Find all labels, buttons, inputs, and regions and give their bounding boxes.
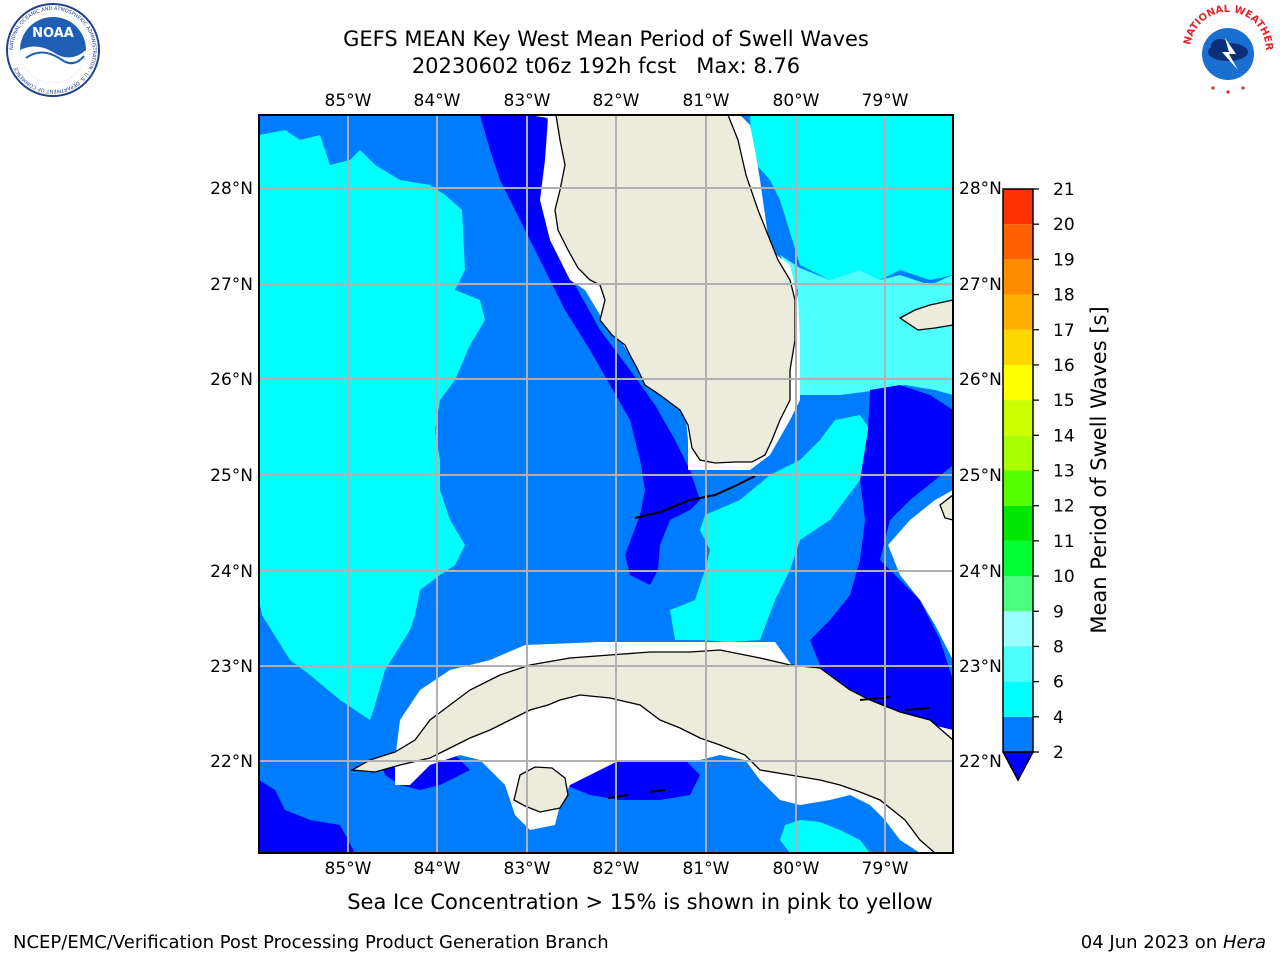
field-4-6s-ne: [750, 115, 953, 280]
lat-label-right: 27°N: [959, 275, 1002, 295]
land-keys: [634, 475, 756, 519]
lon-labels-bottom: 85°W 84°W 83°W 82°W 81°W 80°W 79°W: [325, 859, 909, 879]
producer-credit: NCEP/EMC/Verification Post Processing Pr…: [13, 932, 609, 953]
lon-label-bottom: 82°W: [593, 859, 640, 879]
nodata-bahamas: [888, 490, 953, 660]
field-4-6s-west: [259, 130, 485, 720]
lon-label-bottom: 81°W: [683, 859, 730, 879]
field-lt2s-east: [810, 385, 953, 730]
lon-label-bottom: 83°W: [504, 859, 551, 879]
chart-title-line1: GEFS MEAN Key West Mean Period of Swell …: [343, 27, 869, 51]
noaa-logo-text: NOAA: [32, 26, 74, 41]
map-gridlines: [259, 115, 953, 853]
lat-label-left: 28°N: [210, 179, 253, 199]
generation-host: Hera: [1222, 932, 1266, 953]
lon-label-top: 84°W: [414, 91, 461, 111]
lon-label-top: 82°W: [593, 91, 640, 111]
lon-label-top: 79°W: [862, 91, 909, 111]
lon-labels-top: 85°W 84°W 83°W 82°W 81°W 80°W 79°W: [325, 91, 909, 111]
lat-label-right: 22°N: [959, 752, 1002, 772]
field-4-6s-mid: [670, 415, 870, 642]
lat-labels-right: 28°N 27°N 26°N 25°N 24°N 23°N 22°N: [959, 179, 1002, 772]
lon-label-top: 85°W: [325, 91, 372, 111]
lat-label-right: 28°N: [959, 179, 1002, 199]
lat-label-left: 25°N: [210, 466, 253, 486]
lon-label-bottom: 79°W: [862, 859, 909, 879]
generation-credit: 04 Jun 2023 on Hera: [1081, 932, 1266, 953]
lat-label-right: 25°N: [959, 466, 1002, 486]
map-frame: [258, 114, 954, 854]
sea-ice-note: Sea Ice Concentration > 15% is shown in …: [347, 890, 933, 914]
lat-labels-left: 28°N 27°N 26°N 25°N 24°N 23°N 22°N: [210, 179, 253, 772]
chart-title-line2: 20230602 t06z 192h fcst Max: 8.76: [411, 54, 801, 78]
lat-label-left: 24°N: [210, 562, 253, 582]
lon-label-bottom: 80°W: [773, 859, 820, 879]
land-bahamas: [898, 299, 953, 331]
generation-date: 04 Jun 2023 on: [1080, 932, 1223, 953]
nws-logo: NATIONAL WEATHER SERVICE: [1178, 2, 1274, 95]
field-4-6s-se: [780, 820, 870, 853]
lat-label-left: 23°N: [210, 657, 253, 677]
field-lt2s-south: [259, 780, 355, 853]
lon-label-top: 83°W: [504, 91, 551, 111]
lat-label-right: 26°N: [959, 370, 1002, 390]
lat-label-left: 27°N: [210, 275, 253, 295]
field-lt2s-westcoast: [480, 115, 700, 585]
lon-label-bottom: 85°W: [325, 859, 372, 879]
lat-label-left: 26°N: [210, 370, 253, 390]
lon-label-top: 81°W: [683, 91, 730, 111]
lon-label-top: 80°W: [773, 91, 820, 111]
lon-label-bottom: 84°W: [414, 859, 461, 879]
lat-label-right: 23°N: [959, 657, 1002, 677]
land-cays: [607, 696, 931, 799]
noaa-logo: NOAA NATIONAL OCEANIC AND ATMOSPHERIC AD…: [6, 3, 100, 97]
lat-label-left: 22°N: [210, 752, 253, 772]
field-6-8s-ne: [780, 255, 953, 395]
land-bahamas2: [939, 494, 953, 521]
lat-label-right: 24°N: [959, 562, 1002, 582]
land-cuba: [349, 649, 953, 853]
